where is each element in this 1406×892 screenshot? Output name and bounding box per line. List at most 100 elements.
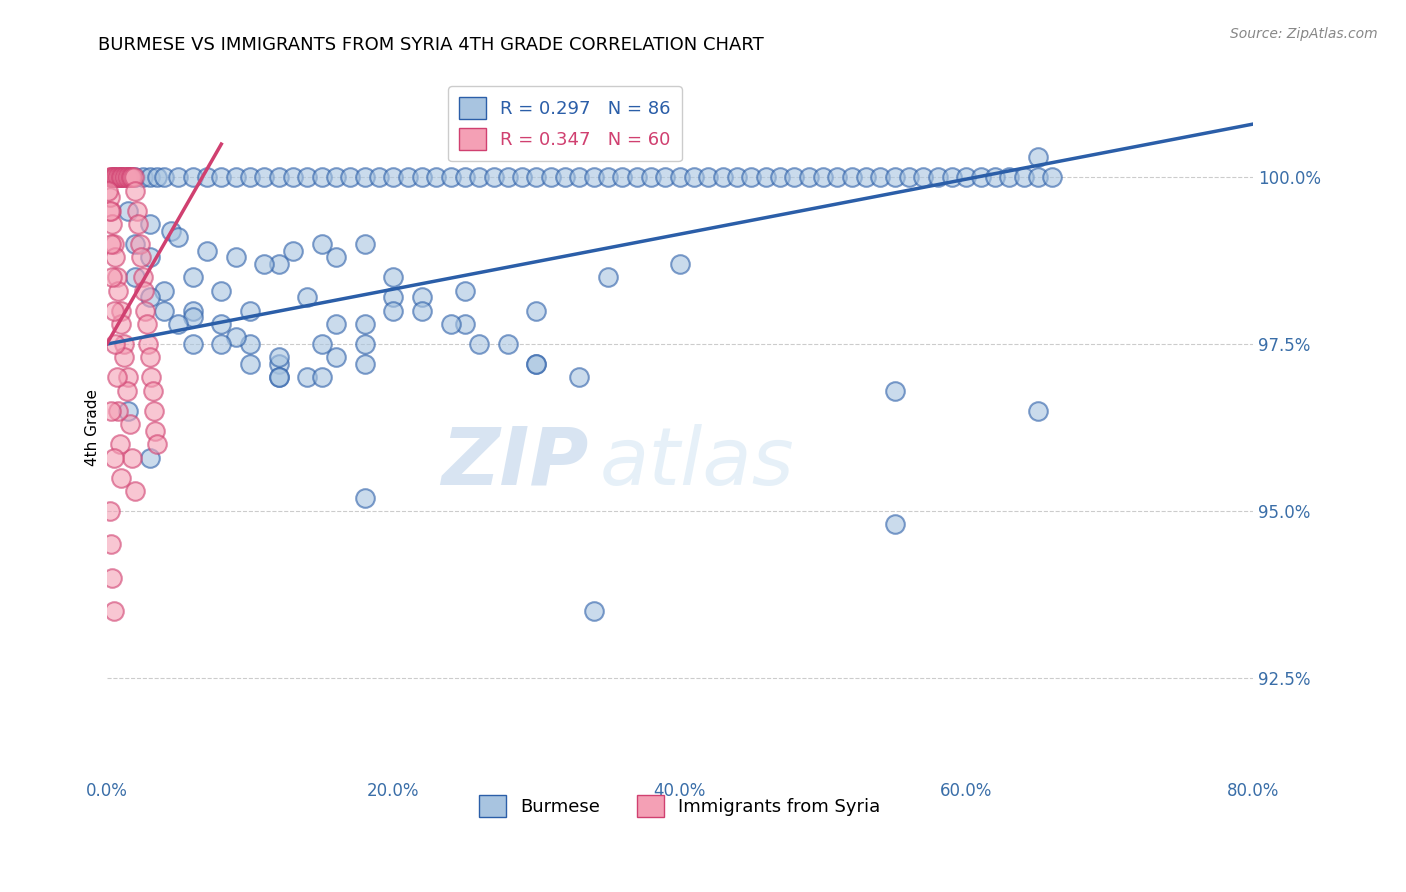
- Point: [112, 351, 135, 365]
- Point: [984, 170, 1007, 185]
- Point: [160, 224, 183, 238]
- Point: [121, 170, 143, 185]
- Point: [883, 170, 905, 185]
- Point: [138, 170, 160, 185]
- Point: [311, 170, 333, 185]
- Point: [110, 470, 132, 484]
- Point: [454, 284, 477, 298]
- Point: [143, 404, 166, 418]
- Point: [124, 170, 146, 185]
- Point: [411, 170, 433, 185]
- Point: [353, 337, 375, 351]
- Point: [582, 604, 605, 618]
- Point: [439, 170, 461, 185]
- Point: [454, 317, 477, 331]
- Point: [128, 237, 150, 252]
- Point: [683, 170, 706, 185]
- Point: [100, 537, 122, 551]
- Point: [209, 284, 232, 298]
- Point: [325, 317, 347, 331]
- Point: [526, 170, 548, 185]
- Point: [225, 251, 247, 265]
- Point: [883, 384, 905, 398]
- Point: [526, 303, 548, 318]
- Point: [267, 370, 290, 384]
- Point: [97, 184, 120, 198]
- Point: [110, 170, 132, 185]
- Point: [101, 217, 124, 231]
- Point: [253, 257, 276, 271]
- Point: [127, 217, 149, 231]
- Point: [138, 251, 160, 265]
- Point: [927, 170, 949, 185]
- Text: Source: ZipAtlas.com: Source: ZipAtlas.com: [1230, 27, 1378, 41]
- Point: [105, 270, 128, 285]
- Point: [1012, 170, 1035, 185]
- Point: [482, 170, 505, 185]
- Point: [1026, 404, 1049, 418]
- Point: [725, 170, 748, 185]
- Y-axis label: 4th Grade: 4th Grade: [86, 389, 100, 466]
- Point: [827, 170, 849, 185]
- Point: [145, 424, 167, 438]
- Point: [540, 170, 562, 185]
- Point: [325, 251, 347, 265]
- Point: [439, 317, 461, 331]
- Point: [353, 357, 375, 371]
- Point: [353, 170, 375, 185]
- Point: [138, 217, 160, 231]
- Point: [121, 450, 143, 465]
- Point: [496, 170, 519, 185]
- Point: [841, 170, 863, 185]
- Point: [181, 303, 204, 318]
- Point: [311, 237, 333, 252]
- Point: [153, 170, 176, 185]
- Point: [468, 337, 491, 351]
- Point: [129, 251, 152, 265]
- Point: [225, 170, 247, 185]
- Point: [209, 317, 232, 331]
- Point: [267, 170, 290, 185]
- Point: [468, 170, 491, 185]
- Point: [769, 170, 792, 185]
- Point: [105, 370, 128, 384]
- Point: [131, 270, 153, 285]
- Point: [396, 170, 419, 185]
- Point: [239, 303, 262, 318]
- Point: [107, 404, 129, 418]
- Point: [526, 357, 548, 371]
- Point: [138, 290, 160, 304]
- Point: [382, 303, 405, 318]
- Point: [100, 237, 122, 252]
- Point: [941, 170, 963, 185]
- Point: [167, 170, 190, 185]
- Point: [869, 170, 891, 185]
- Point: [281, 170, 304, 185]
- Point: [117, 170, 139, 185]
- Point: [598, 170, 620, 185]
- Point: [167, 317, 190, 331]
- Point: [103, 170, 125, 185]
- Point: [110, 303, 132, 318]
- Point: [103, 604, 125, 618]
- Point: [132, 284, 155, 298]
- Point: [124, 270, 146, 285]
- Point: [297, 170, 319, 185]
- Point: [239, 357, 262, 371]
- Point: [811, 170, 834, 185]
- Point: [311, 337, 333, 351]
- Point: [120, 170, 142, 185]
- Point: [367, 170, 389, 185]
- Point: [117, 370, 139, 384]
- Point: [267, 257, 290, 271]
- Point: [353, 237, 375, 252]
- Point: [654, 170, 676, 185]
- Point: [195, 170, 218, 185]
- Point: [325, 351, 347, 365]
- Point: [998, 170, 1021, 185]
- Point: [239, 337, 262, 351]
- Point: [697, 170, 720, 185]
- Point: [146, 437, 169, 451]
- Point: [297, 290, 319, 304]
- Point: [131, 170, 153, 185]
